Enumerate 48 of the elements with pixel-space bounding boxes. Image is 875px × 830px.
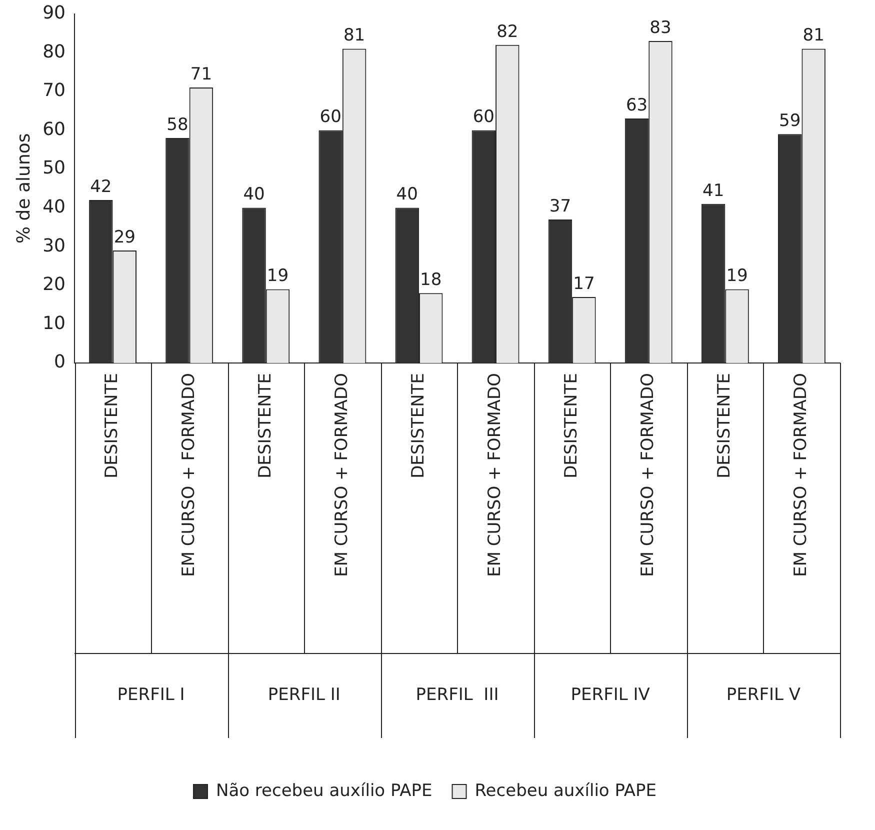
- y-tick-label: 50: [42, 158, 66, 179]
- data-label: 81: [343, 26, 366, 46]
- data-label: 40: [396, 184, 418, 205]
- x-tick-label: EM CURSO + FORMADO: [638, 373, 658, 577]
- data-label: 17: [573, 274, 595, 294]
- data-label: 41: [702, 180, 724, 201]
- data-label: 60: [472, 107, 494, 128]
- y-tick-label: 0: [54, 352, 66, 373]
- x-tick-label: DESISTENTE: [408, 373, 428, 478]
- legend-label: Recebeu auxílio PAPE: [474, 780, 657, 801]
- data-label: 58: [166, 114, 188, 135]
- x-tick-label: DESISTENTE: [102, 373, 122, 478]
- y-tick-label: 10: [42, 312, 66, 334]
- y-tick-label: 30: [42, 235, 66, 256]
- y-tick-label: 60: [42, 118, 66, 140]
- data-label: 71: [190, 64, 212, 84]
- x-tick-label: EM CURSO + FORMADO: [484, 373, 505, 577]
- data-label: 63: [626, 95, 648, 116]
- text: PERFIL I: [117, 684, 185, 705]
- data-label: 29: [114, 227, 136, 248]
- data-label: 37: [549, 196, 572, 216]
- y-tick-label: 90: [42, 2, 66, 24]
- data-label: 42: [90, 176, 112, 197]
- x-tick-label: DESISTENTE: [714, 373, 735, 478]
- data-label: 81: [802, 26, 824, 46]
- x-tick-label: DESISTENTE: [255, 373, 276, 478]
- data-label: 83: [650, 18, 672, 38]
- y-tick-label: 70: [42, 80, 66, 102]
- data-label: 60: [320, 107, 342, 128]
- x-tick-label: EM CURSO + FORMADO: [178, 373, 199, 577]
- y-tick-label: 20: [42, 274, 66, 296]
- y-axis-title: % de alunos: [13, 133, 34, 244]
- data-label: 19: [726, 266, 748, 286]
- data-label: 59: [779, 111, 801, 131]
- text: PERFIL V: [726, 684, 801, 705]
- x-tick-label: EM CURSO + FORMADO: [791, 373, 812, 577]
- data-label: 18: [420, 270, 442, 290]
- data-label: 40: [243, 184, 265, 205]
- y-tick-label: 80: [42, 41, 66, 62]
- data-label: 19: [266, 266, 289, 286]
- text: PERFIL III: [416, 684, 499, 705]
- legend-label: Não recebeu auxílio PAPE: [216, 780, 432, 801]
- x-tick-label: DESISTENTE: [562, 373, 582, 478]
- x-tick-label: EM CURSO + FORMADO: [332, 373, 352, 577]
- text: PERFIL IV: [570, 684, 650, 705]
- text: PERFIL II: [268, 684, 340, 705]
- data-label: 82: [496, 22, 518, 42]
- y-tick-label: 40: [42, 196, 66, 218]
